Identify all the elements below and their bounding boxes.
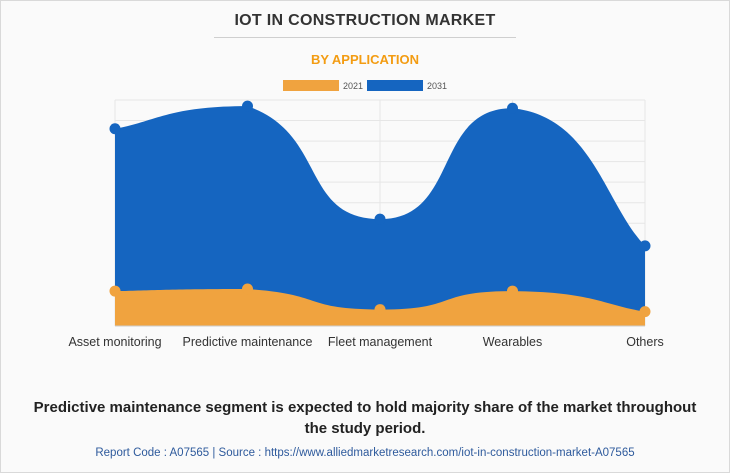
data-point-2031[interactable] — [242, 100, 253, 112]
area-series-2021 — [115, 289, 645, 326]
title-divider — [214, 37, 516, 38]
series-areas — [115, 106, 645, 326]
x-tick-label: Predictive maintenance — [183, 335, 313, 349]
data-point-2021[interactable] — [109, 285, 121, 297]
data-point-2021[interactable] — [507, 285, 518, 297]
chart-legend: 2021 2031 — [0, 80, 730, 91]
area-series-2031 — [115, 106, 645, 326]
legend-label-2021: 2021 — [342, 80, 363, 91]
chart-title: IOT IN CONSTRUCTION MARKET — [234, 12, 496, 29]
data-point-2031[interactable] — [639, 240, 651, 252]
legend-item-2031[interactable]: 2031 — [367, 80, 447, 91]
data-point-2021[interactable] — [639, 306, 651, 318]
key-finding: Predictive maintenance segment is expect… — [0, 397, 730, 439]
data-points — [109, 100, 651, 318]
data-point-2021[interactable] — [374, 304, 386, 316]
x-tick-label: Fleet management — [328, 335, 433, 349]
key-finding-line-2: the study period. — [304, 420, 426, 437]
x-tick-label: Asset monitoring — [68, 335, 161, 349]
legend-swatch-2021 — [282, 80, 339, 91]
legend-swatch-2031 — [367, 80, 423, 91]
x-tick-label: Wearables — [483, 335, 543, 349]
data-point-2031[interactable] — [374, 213, 386, 225]
data-point-2031[interactable] — [507, 102, 518, 114]
category-axis: Asset monitoring Predictive maintenance Fl… — [68, 325, 664, 349]
source-citation[interactable]: Report Code : A07565 | Source : https://… — [95, 447, 635, 459]
key-finding-line-1: Predictive maintenance segment is expect… — [33, 399, 697, 416]
data-point-2021[interactable] — [242, 283, 253, 295]
legend-label-2031: 2031 — [427, 80, 448, 91]
x-tick-label: Others — [626, 335, 664, 349]
legend-item-2021[interactable]: 2021 — [282, 80, 363, 91]
chart-subtitle: BY APPLICATION — [310, 52, 420, 67]
data-point-2031[interactable] — [109, 123, 121, 135]
